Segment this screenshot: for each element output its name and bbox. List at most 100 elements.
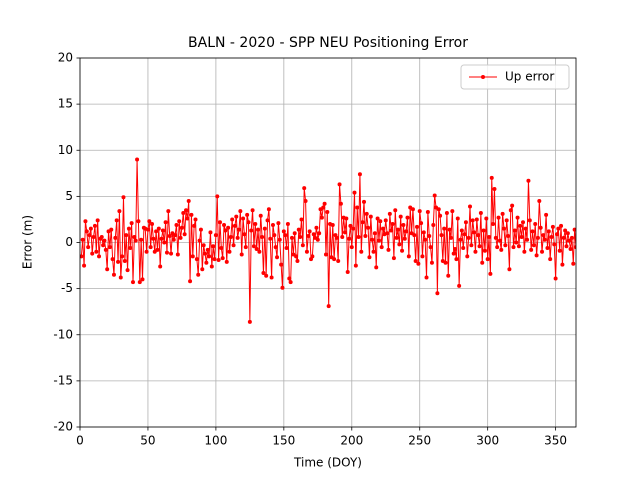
point <box>572 227 576 232</box>
point <box>189 212 194 217</box>
point <box>208 230 213 235</box>
point <box>181 210 186 215</box>
point <box>338 201 343 206</box>
point <box>275 255 280 260</box>
point <box>140 277 145 282</box>
point <box>120 254 125 259</box>
point <box>364 211 369 216</box>
point <box>260 234 265 239</box>
point <box>243 245 248 250</box>
point <box>288 280 293 285</box>
point <box>283 233 288 238</box>
y-tick-label: -20 <box>53 420 73 434</box>
point <box>451 251 456 256</box>
point <box>125 268 130 273</box>
point <box>394 235 399 240</box>
point <box>565 231 570 236</box>
point <box>352 190 357 195</box>
point <box>487 234 492 239</box>
point <box>273 245 278 250</box>
point <box>155 247 160 252</box>
point <box>569 235 574 240</box>
point <box>160 228 165 233</box>
point <box>469 243 474 248</box>
point <box>359 249 364 254</box>
point <box>109 227 114 232</box>
point <box>507 267 512 272</box>
point <box>519 234 524 239</box>
point <box>405 215 410 220</box>
point <box>84 229 89 234</box>
point <box>114 218 119 223</box>
point <box>415 224 420 229</box>
point <box>466 235 471 240</box>
point <box>107 245 112 250</box>
point <box>356 234 361 239</box>
point <box>571 261 576 266</box>
point <box>198 227 203 232</box>
point <box>272 233 277 238</box>
point <box>196 272 201 277</box>
point <box>374 265 379 270</box>
point <box>197 238 202 243</box>
point <box>270 222 275 227</box>
point <box>102 238 107 243</box>
point <box>349 245 354 250</box>
point <box>231 243 236 248</box>
point <box>355 205 360 210</box>
point <box>545 246 550 251</box>
point <box>391 256 396 261</box>
point <box>402 236 407 241</box>
point <box>499 247 504 252</box>
point <box>446 273 451 278</box>
point <box>242 232 247 237</box>
y-tick-label: 20 <box>58 51 73 65</box>
point <box>310 254 315 259</box>
point <box>174 222 179 227</box>
point <box>97 254 102 259</box>
point <box>91 234 96 239</box>
legend-box <box>460 64 570 90</box>
point <box>137 280 142 285</box>
point <box>504 218 509 223</box>
point <box>326 304 331 309</box>
point <box>410 207 415 212</box>
point <box>118 275 123 280</box>
point <box>378 219 383 224</box>
point <box>139 237 144 242</box>
point <box>322 201 327 206</box>
point <box>347 236 352 241</box>
point <box>82 263 87 268</box>
point <box>363 234 368 239</box>
x-tick-label: 200 <box>340 434 363 448</box>
point <box>136 219 141 224</box>
point <box>268 236 273 241</box>
x-tick-label: 100 <box>204 434 227 448</box>
point <box>132 234 137 239</box>
point <box>447 227 452 232</box>
point <box>372 231 377 236</box>
point <box>228 234 233 239</box>
point <box>428 245 433 250</box>
point <box>175 252 180 257</box>
point <box>568 246 573 251</box>
point <box>389 228 394 233</box>
point <box>150 222 155 227</box>
point <box>315 237 320 242</box>
point <box>280 285 285 290</box>
point <box>238 209 243 214</box>
point <box>493 235 498 240</box>
point <box>523 226 528 231</box>
point <box>444 210 449 215</box>
point <box>145 227 150 232</box>
point <box>472 230 477 235</box>
x-axis-label: Time (DOY) <box>293 456 362 470</box>
point <box>219 246 224 251</box>
point <box>424 275 429 280</box>
point <box>306 234 311 239</box>
x-tick-label: 0 <box>76 434 84 448</box>
point <box>334 235 339 240</box>
point <box>201 243 206 248</box>
y-tick-label: 10 <box>58 143 73 157</box>
